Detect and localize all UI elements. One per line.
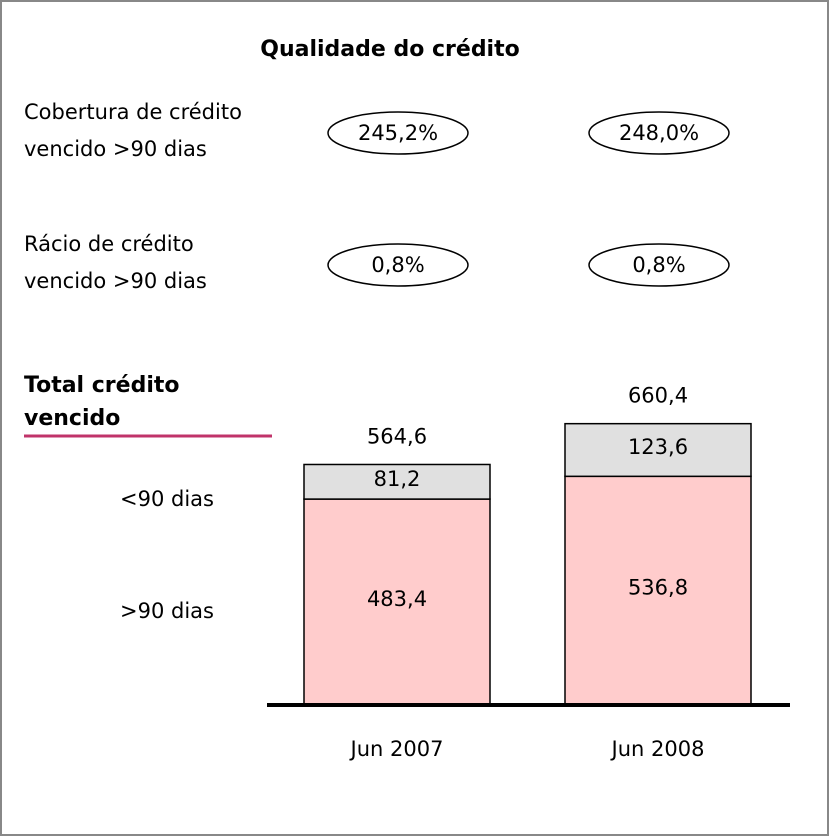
metric-label: Cobertura de crédito: [24, 100, 242, 124]
x-tick-label: Jun 2007: [349, 737, 444, 761]
metric-oval: [327, 111, 469, 155]
section-title: Total crédito: [24, 373, 180, 398]
metric-value: 0,8%: [632, 253, 685, 277]
bar-segment: [303, 463, 491, 500]
chart-title: Qualidade do crédito: [260, 37, 519, 62]
metric-label: vencido >90 dias: [24, 137, 207, 161]
metric-label: vencido >90 dias: [24, 269, 207, 293]
x-tick-label: Jun 2008: [610, 737, 705, 761]
bar-segment: [564, 422, 752, 478]
legend-label: >90 dias: [120, 599, 214, 623]
section-title: vencido: [24, 406, 120, 431]
bar-segment: [303, 498, 491, 706]
value-label: 536,8: [628, 576, 688, 600]
value-label: 81,2: [374, 467, 421, 491]
value-label: 483,4: [367, 587, 427, 611]
value-label: 123,6: [628, 435, 688, 459]
total-label: 564,6: [367, 424, 427, 448]
metric-value: 248,0%: [619, 121, 699, 145]
legend-label: <90 dias: [120, 487, 214, 511]
metric-value: 245,2%: [358, 121, 438, 145]
metric-oval: [327, 243, 469, 287]
metric-value: 0,8%: [371, 253, 424, 277]
total-label: 660,4: [628, 384, 688, 408]
metric-oval: [588, 111, 730, 155]
metric-oval: [588, 243, 730, 287]
metric-label: Rácio de crédito: [24, 232, 194, 256]
